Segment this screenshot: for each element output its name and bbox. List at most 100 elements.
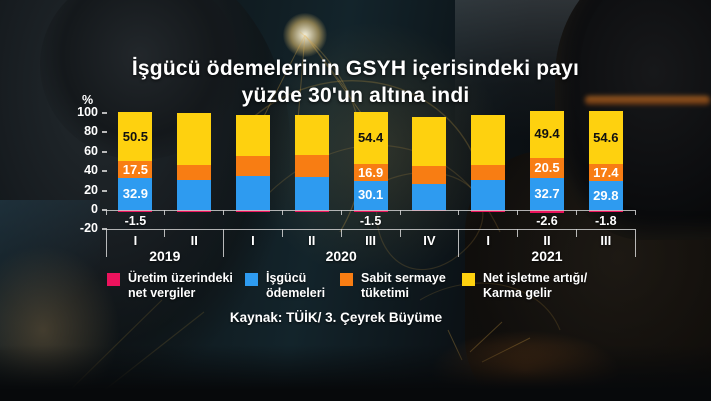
bar-tax-label: -1.8 xyxy=(595,214,617,228)
bar-value-label: 17.5 xyxy=(122,161,149,177)
bar-segment-capital xyxy=(353,164,388,181)
bar-segment-surplus xyxy=(353,111,388,165)
chart-title: İşgücü ödemelerinin GSYH içerisindeki pa… xyxy=(0,55,711,109)
x-quarter-label: II xyxy=(308,233,316,248)
bar-segment-surplus xyxy=(294,114,329,155)
x-quarter-label: III xyxy=(600,233,612,248)
bar-tax-label: -1.5 xyxy=(124,214,147,228)
zero-axis-tick xyxy=(105,210,107,215)
bar-segment-labor xyxy=(412,183,447,210)
legend-label: Net işletme artığı/Karma gelir xyxy=(483,271,588,300)
bar-segment-capital xyxy=(530,158,564,179)
baseline-tick-year xyxy=(458,229,460,257)
zero-axis-tick xyxy=(281,210,283,215)
baseline-tick xyxy=(281,229,283,237)
legend-swatch xyxy=(245,273,258,286)
legend-item: İşgücü ödemeleri xyxy=(245,271,325,301)
legend: Üretim üzerindeki net vergiler İşgücü ödeme… xyxy=(0,271,711,305)
x-quarter-label: IV xyxy=(423,233,436,248)
legend-label: İşgücü ödemeleri xyxy=(266,271,326,300)
chart-title-line1: İşgücü ödemelerinin GSYH içerisindeki pa… xyxy=(131,57,580,80)
bar-segment-surplus xyxy=(471,114,506,166)
y-tick-label: 40 xyxy=(84,163,98,178)
legend-swatch xyxy=(107,273,120,286)
zero-axis-line xyxy=(106,210,636,211)
x-quarter-label: I xyxy=(133,233,138,248)
bar-segment-labor xyxy=(353,180,388,210)
bar-segment-surplus xyxy=(412,116,447,167)
bar-segment-capital xyxy=(294,154,329,177)
zero-axis-tick xyxy=(340,210,342,215)
legend-item: Üretim üzerindeki net vergiler xyxy=(107,271,233,301)
y-tick-mark xyxy=(102,150,107,153)
legend-swatch xyxy=(462,273,475,286)
y-tick-mark xyxy=(102,209,107,211)
x-quarter-label: I xyxy=(486,233,490,248)
zero-axis-tick xyxy=(458,210,460,215)
bar-value-label: 54.4 xyxy=(357,130,384,145)
bar-segment-surplus xyxy=(118,112,153,162)
y-tick-label: 100 xyxy=(77,105,98,119)
bottom-shadow xyxy=(0,345,711,401)
baseline-tick xyxy=(517,229,519,237)
y-tick-mark xyxy=(102,189,107,192)
baseline-tick-year xyxy=(223,229,225,257)
bar-segment-capital xyxy=(177,164,212,181)
legend-item: Sabit sermaye tüketimi xyxy=(340,271,446,301)
bar-segment-labor xyxy=(471,179,506,210)
bar-segment-net-taxes xyxy=(530,210,564,213)
y-tick-mark xyxy=(102,112,107,114)
y-axis-unit-label: % xyxy=(82,93,94,107)
x-year-label: 2019 xyxy=(149,248,181,264)
y-tick-label: 0 xyxy=(91,202,98,216)
bar-segment-surplus xyxy=(530,110,564,159)
spark-core xyxy=(283,13,327,57)
bar-value-label: 50.5 xyxy=(122,128,149,144)
bar-tax-label: -2.6 xyxy=(536,214,558,228)
x-quarter-label: II xyxy=(543,233,551,248)
bar-tax-label: -1.5 xyxy=(359,214,382,228)
bar-value-label: 30.1 xyxy=(357,187,384,203)
bar-value-label: 32.7 xyxy=(534,186,560,202)
y-tick-mark xyxy=(102,170,107,173)
baseline-tick-year xyxy=(634,229,636,257)
zero-axis-tick xyxy=(575,210,577,215)
bar-value-label: 54.6 xyxy=(593,129,619,145)
y-tick-label: 20 xyxy=(84,182,98,197)
bar-segment-capital xyxy=(471,165,506,180)
bar-segment-labor xyxy=(177,180,212,210)
zero-axis-tick xyxy=(634,210,636,215)
x-quarter-label: II xyxy=(190,233,198,248)
y-tick-mark xyxy=(102,131,107,134)
baseline-tick xyxy=(164,229,166,237)
legend-item: Net işletme artığı/Karma gelir xyxy=(462,271,587,301)
source-note: Kaynak: TÜİK/ 3. Çeyrek Büyüme xyxy=(229,310,443,325)
bar-segment-surplus xyxy=(177,113,212,165)
bar-value-label: 49.4 xyxy=(534,126,560,142)
x-quarter-label: I xyxy=(251,233,255,248)
bar-segment-surplus xyxy=(588,111,623,165)
x-year-label: 2020 xyxy=(325,248,357,264)
bar-value-label: 16.9 xyxy=(357,164,384,180)
bar-segment-capital xyxy=(588,164,623,182)
bar-segment-labor xyxy=(236,176,270,210)
bar-segment-capital xyxy=(236,155,270,177)
zero-axis-tick xyxy=(517,210,519,215)
zero-axis-tick xyxy=(223,210,225,215)
x-quarter-label: III xyxy=(365,233,376,248)
bar-segment-labor xyxy=(294,177,329,210)
legend-label: Sabit sermaye tüketimi xyxy=(361,271,446,300)
baseline-axis-line xyxy=(106,229,636,230)
chart-title-line2: yüzde 30'un altına indi xyxy=(241,84,470,107)
baseline-tick xyxy=(575,229,577,237)
x-year-label: 2021 xyxy=(531,248,563,264)
zero-axis-tick xyxy=(399,210,401,215)
legend-label: Üretim üzerindeki net vergiler xyxy=(128,271,233,300)
y-tick-label: -20 xyxy=(79,221,98,236)
baseline-tick xyxy=(340,229,342,237)
bar-segment-capital xyxy=(118,161,153,179)
bar-segment-capital xyxy=(412,166,447,184)
